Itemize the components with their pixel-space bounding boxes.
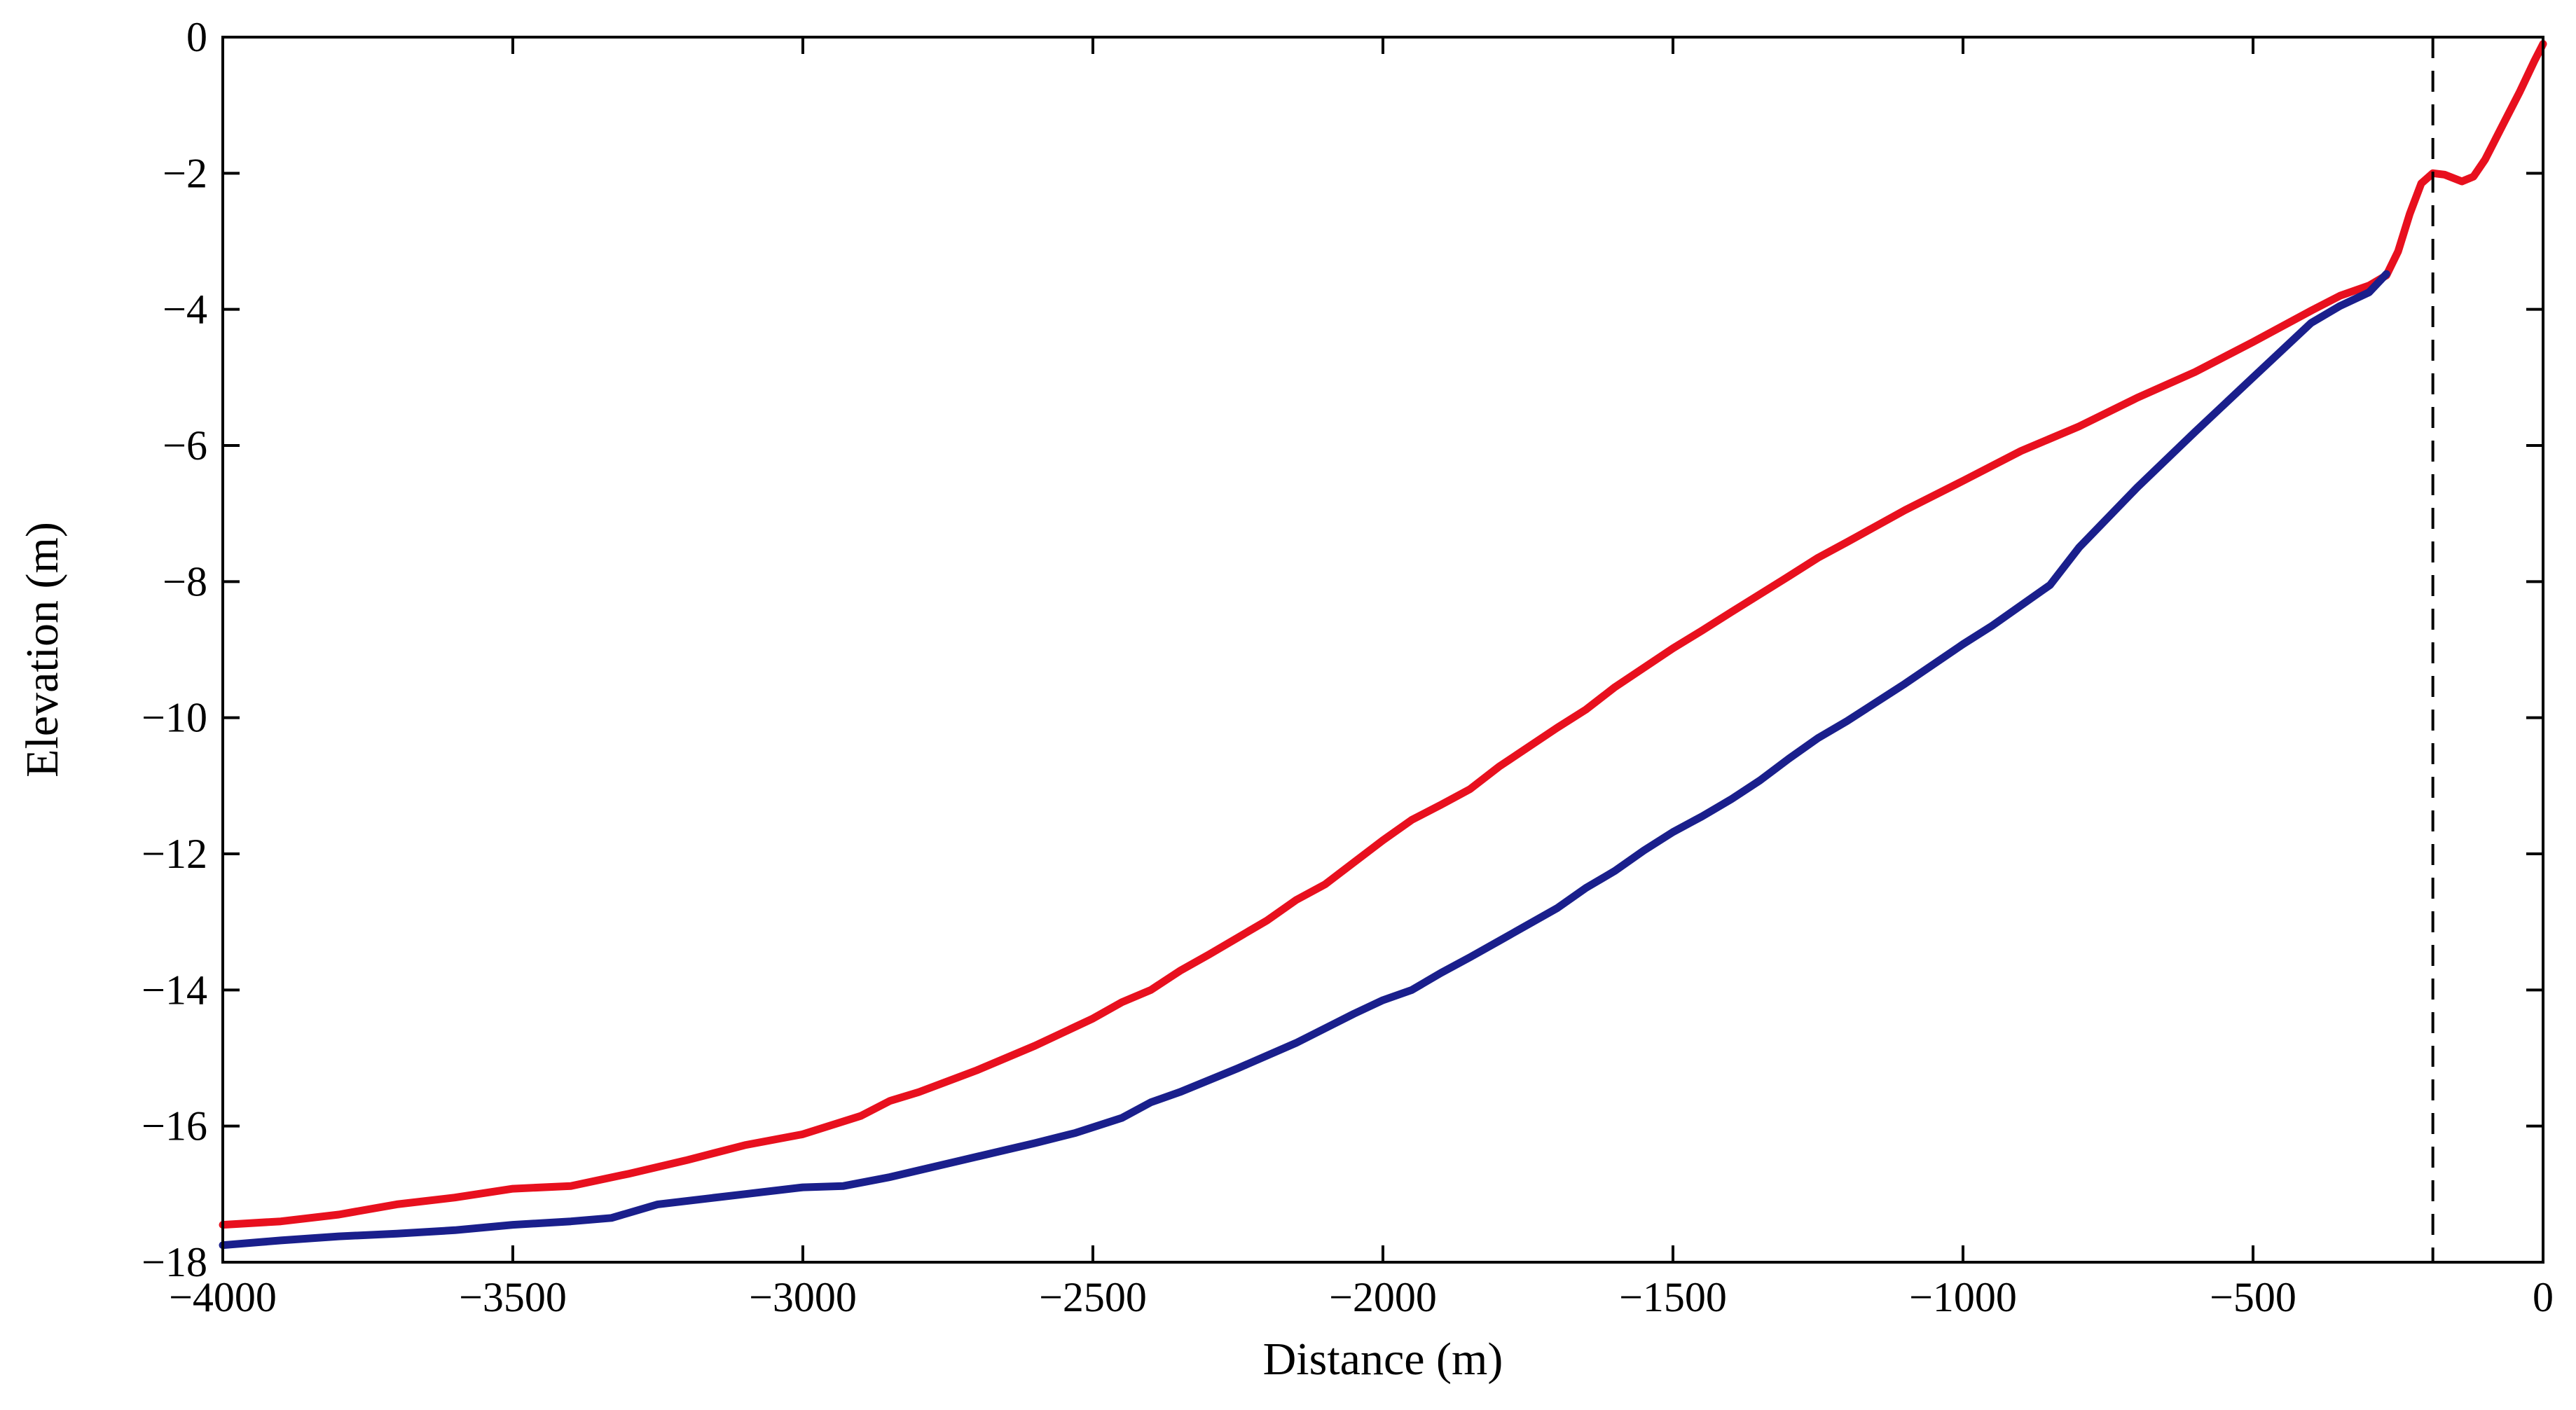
x-axis-title: Distance (m) (1263, 1334, 1503, 1385)
series-line-blue (219, 270, 2390, 1250)
plot-frame (221, 36, 2544, 1264)
x-tick-label: 0 (2533, 1274, 2554, 1320)
x-tick-label: −2000 (1329, 1274, 1437, 1320)
x-tick-label: −3000 (749, 1274, 857, 1320)
tick-layer (221, 36, 2544, 1264)
tick-label-layer: −4000 −3500 −3000 −2500 −2000 −1500 −1000 −500 0… (142, 14, 2554, 1320)
y-tick-label: −10 (142, 695, 207, 741)
x-tick-label: −1500 (1619, 1274, 1727, 1320)
y-tick-label: −8 (163, 558, 207, 604)
x-tick-label: −1000 (1909, 1274, 2017, 1320)
y-tick-label: 0 (186, 14, 207, 60)
x-tick-label: −4000 (169, 1274, 277, 1320)
y-tick-label: −16 (142, 1103, 207, 1149)
y-tick-label: −12 (142, 831, 207, 877)
series-line-red (219, 40, 2547, 1229)
x-tick-label: −500 (2210, 1274, 2296, 1320)
y-tick-label: −4 (163, 286, 207, 333)
series-layer (219, 40, 2547, 1250)
y-tick-label: −2 (163, 150, 207, 196)
y-axis-title: Elevation (m) (17, 522, 68, 777)
y-tick-label: −14 (142, 967, 207, 1013)
y-tick-label: −18 (142, 1239, 207, 1285)
x-tick-label: −2500 (1039, 1274, 1147, 1320)
y-tick-label: −6 (163, 422, 207, 469)
x-tick-label: −3500 (459, 1274, 567, 1320)
